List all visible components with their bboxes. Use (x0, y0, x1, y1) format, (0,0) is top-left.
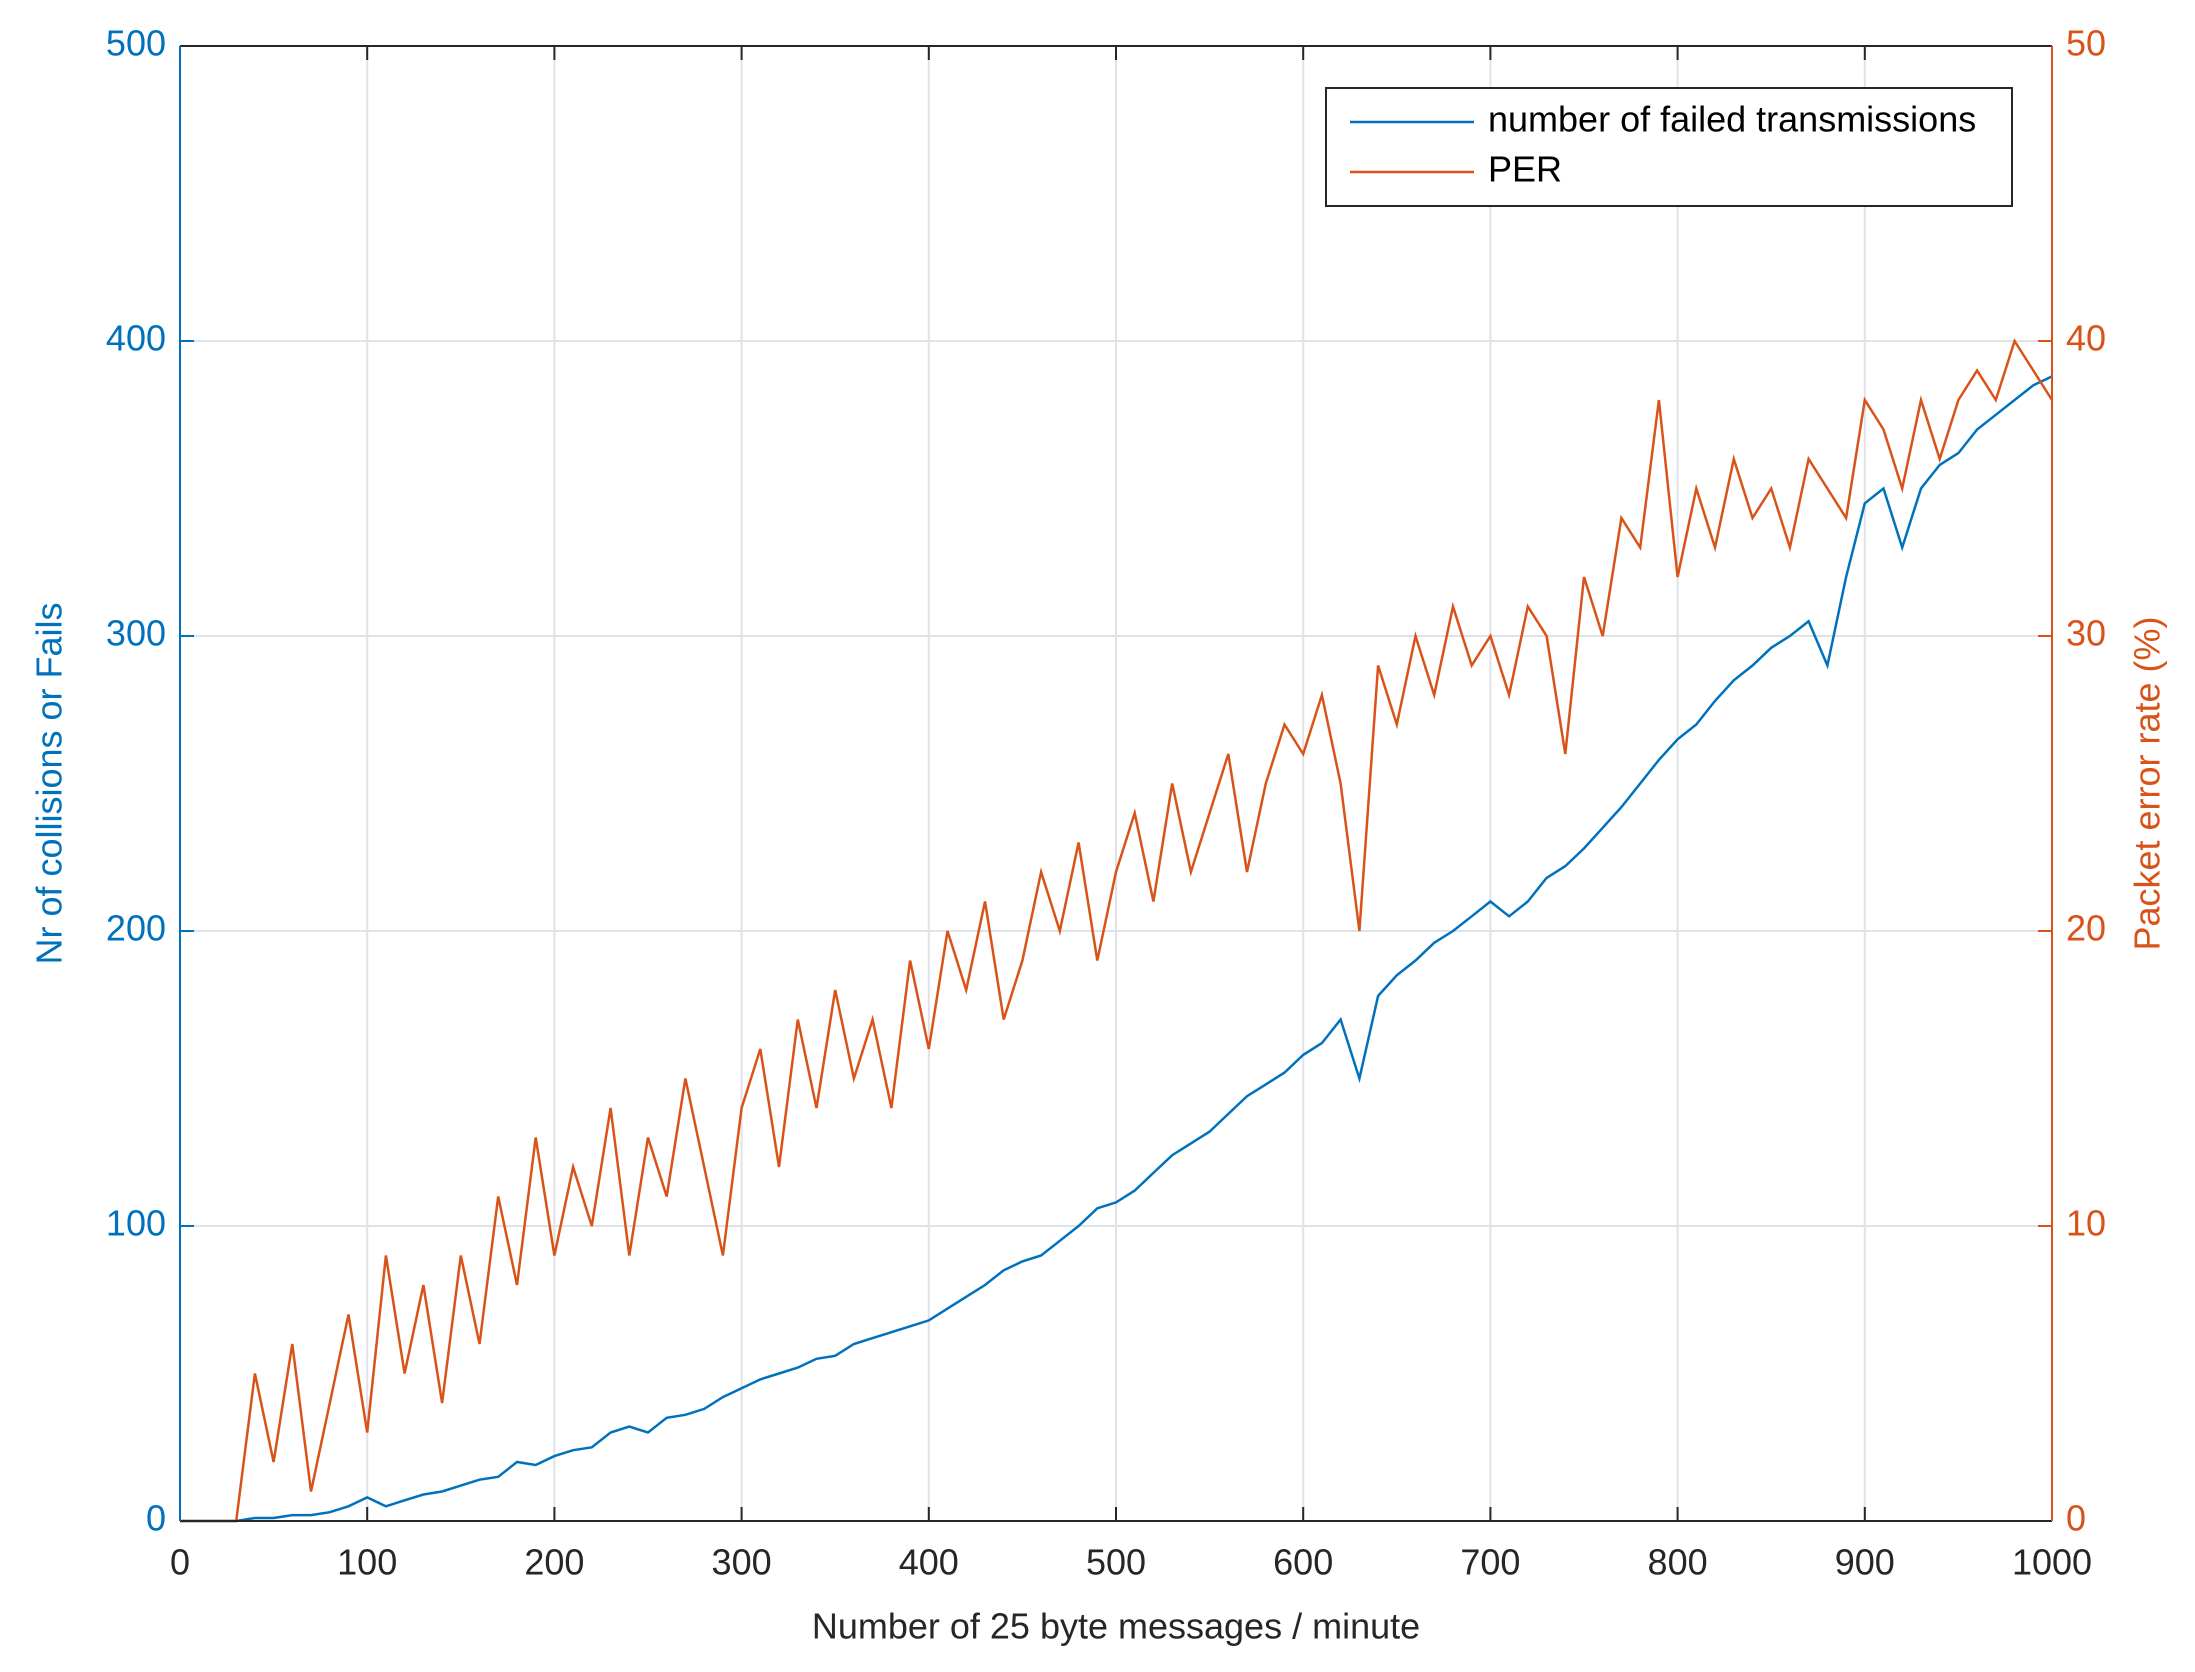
x-tick-label: 800 (1648, 1542, 1708, 1583)
y-tick-label: 0 (146, 1498, 166, 1539)
legend-label: number of failed transmissions (1488, 99, 1976, 140)
legend-box (1325, 87, 2013, 207)
x-tick-label: 100 (337, 1542, 397, 1583)
line-series (180, 375, 2053, 1523)
x-tick-label: 700 (1460, 1542, 1520, 1583)
legend: number of failed transmissions PER (1325, 87, 2013, 207)
y-tick-label: 400 (106, 318, 166, 359)
x-tick-label: 0 (170, 1542, 190, 1583)
y-tick-label: 200 (106, 908, 166, 949)
x-tick-label: 500 (1086, 1542, 1146, 1583)
y2-tick-label: 30 (2066, 613, 2106, 654)
x-tick-label: 600 (1273, 1542, 1333, 1583)
y2-tick-label: 20 (2066, 908, 2106, 949)
y-tick-label: 300 (106, 613, 166, 654)
y-tick-label: 100 (106, 1203, 166, 1244)
x-tick-label: 900 (1835, 1542, 1895, 1583)
x-tick-label: 400 (899, 1542, 959, 1583)
y2-tick-label: 10 (2066, 1203, 2106, 1244)
y2-axis-label: Packet error rate (%) (2127, 616, 2168, 950)
x-tick-label: 300 (712, 1542, 772, 1583)
y2-tick-label: 50 (2066, 23, 2106, 64)
x-axis-label: Number of 25 byte messages / minute (812, 1606, 1420, 1647)
y-tick-label: 500 (106, 23, 166, 64)
x-tick-label: 200 (524, 1542, 584, 1583)
x-tick-label: 1000 (2012, 1542, 2092, 1583)
y2-tick-label: 0 (2066, 1498, 2086, 1539)
legend-label: PER (1488, 149, 1562, 190)
y-axis-label: Nr of collisions or Fails (29, 602, 70, 964)
line-series (180, 338, 2054, 1523)
y2-tick-label: 40 (2066, 318, 2106, 359)
